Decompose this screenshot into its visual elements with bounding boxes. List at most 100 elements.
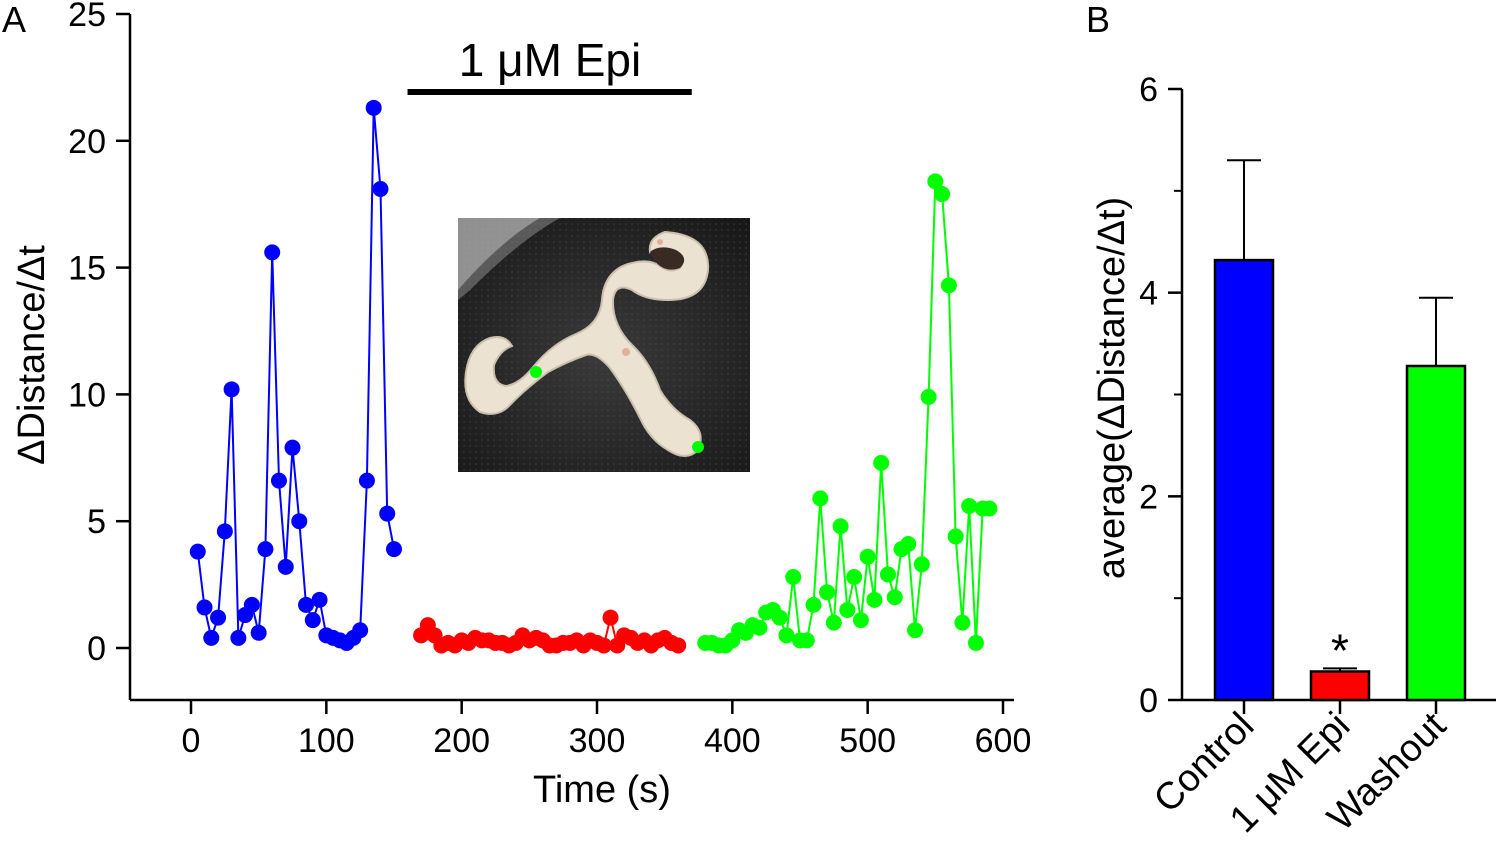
data-point [819,584,836,601]
data-point [832,518,849,535]
tissue-marker-1 [530,366,542,378]
panel-a-x-tick-label: 300 [569,722,626,760]
data-point [947,528,964,545]
data-point [264,244,281,261]
data-point [940,277,957,294]
series-1-m-epi [413,609,687,654]
epi-annotation-label: 1 μM Epi [459,34,641,86]
data-point [805,596,822,613]
data-point [210,609,227,626]
data-point [379,505,396,522]
data-point [311,591,328,608]
data-point [785,568,802,585]
series-washout [697,173,998,654]
data-point [981,500,998,517]
bar [1405,364,1467,702]
data-point [879,566,896,583]
panel-b-y-tick-label: 0 [1139,682,1158,720]
panel-a-x-tick-label: 100 [298,722,355,760]
data-point [825,614,842,631]
panel-a-x-tick-label: 0 [182,722,201,760]
data-point [358,472,375,489]
data-point [257,541,274,558]
data-point [812,490,829,507]
data-point [277,558,294,575]
data-point [352,622,369,639]
data-point [873,454,890,471]
data-point [602,609,619,626]
panel-a-x-tick-label: 400 [704,722,761,760]
data-point [243,596,260,613]
panel-b-y-ticks: 0 2 4 6 [1139,71,1182,720]
data-point [846,568,863,585]
panel-a-x-tick-label: 200 [433,722,490,760]
panel-b-y-tick-label: 2 [1139,478,1158,516]
tissue-specimen [464,230,710,457]
data-point [771,609,788,626]
panel-a-y-tick-label: 25 [68,0,106,34]
data-point [595,637,612,654]
panel-a-y-tick-label: 15 [68,250,106,288]
panel-a-y-tick-label: 20 [68,123,106,161]
data-point [920,388,937,405]
data-point [934,186,951,203]
panel-b-y-tick-label: 4 [1139,275,1158,313]
series-line [196,107,395,645]
data-point [751,619,768,636]
data-point [798,632,815,649]
data-point [298,596,315,613]
significance-marker: * [1331,624,1349,676]
data-point [270,472,287,489]
data-point [852,612,869,629]
panel-a-y-axis-title: ΔDistance/Δt [11,245,53,465]
bar [1309,670,1371,702]
panel-b-bars: * [1213,159,1467,702]
data-point [189,543,206,560]
panel-b-y-axis-title: average(ΔDistance/Δt) [1091,197,1133,579]
data-point [216,523,233,540]
data-point [900,536,917,553]
tissue-marker-2 [692,441,704,453]
data-point [196,599,213,616]
data-point [967,634,984,651]
panel-a-x-axis-title: Time (s) [533,769,671,811]
data-point [284,439,301,456]
panel-b-label: B [1086,0,1110,40]
data-point [291,513,308,530]
panel-a-y-tick-label: 5 [87,503,106,541]
panel-a-y-tick-label: 10 [68,376,106,414]
data-point [386,541,402,558]
series-control [189,99,402,651]
data-point [670,637,687,654]
panel-a-y-ticks: 0 5 10 15 20 25 [68,0,130,668]
data-point [230,629,247,646]
data-point [778,627,795,644]
panel-a-x-tick-label: 600 [975,722,1032,760]
tissue-photo-inset [458,218,750,472]
panel-a-y-tick-label: 0 [87,630,106,668]
panel-a-series [189,99,998,654]
panel-a-x-ticks: 0 100 200 300 400 500 600 [182,700,1032,760]
data-point [961,497,978,514]
data-point [954,614,971,631]
data-point [223,381,240,398]
data-point [886,589,903,606]
data-point [304,612,321,629]
data-point [365,99,382,116]
data-point [250,624,267,641]
data-point [839,601,856,618]
data-point [927,173,944,190]
bar [1213,258,1275,702]
data-point [859,548,876,565]
panel-a-label: A [2,0,26,40]
data-point [907,622,924,639]
data-point [203,629,220,646]
data-point [913,556,930,573]
panel-b-y-tick-label: 6 [1139,71,1158,109]
data-point [372,180,389,197]
data-point [866,591,883,608]
